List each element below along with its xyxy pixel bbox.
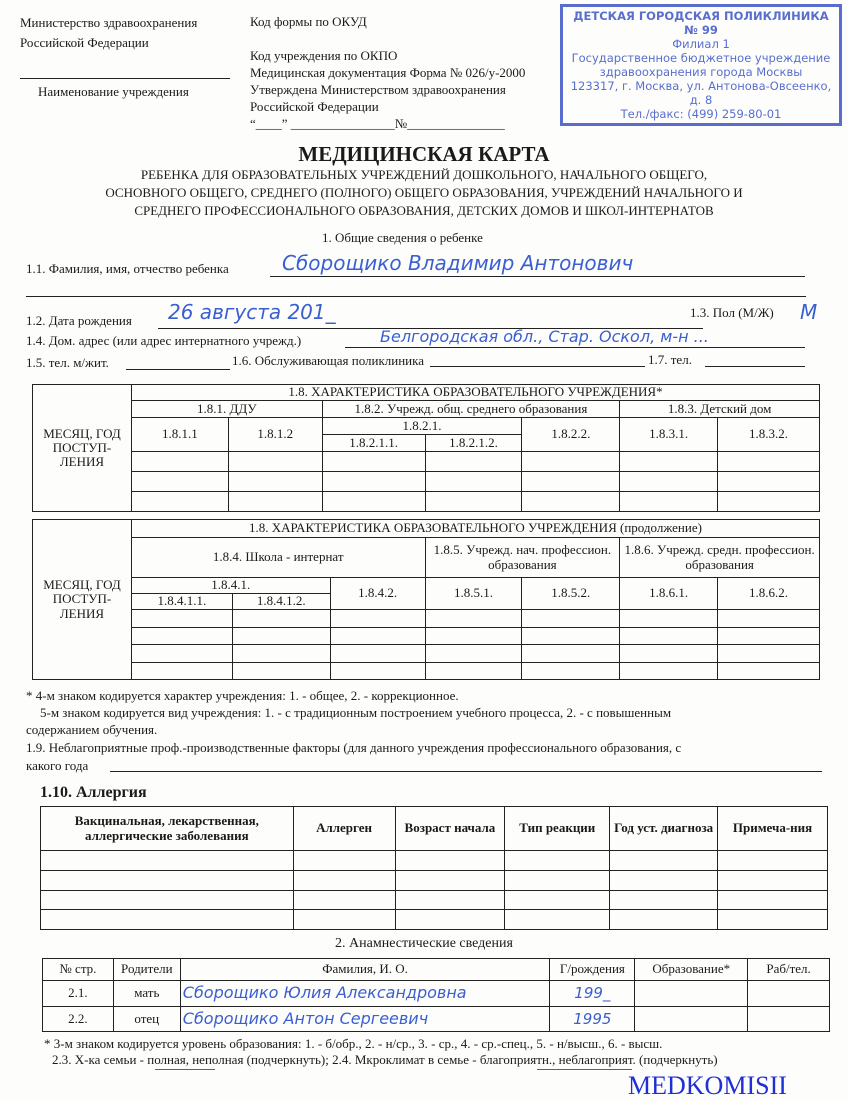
birth-year[interactable]: 199_ <box>574 984 611 1002</box>
table-header: 1.8. ХАРАКТЕРИСТИКА ОБРАЗОВАТЕЛЬНОГО УЧР… <box>130 384 821 401</box>
fio-label: 1.1. Фамилия, имя, отчество ребенка <box>26 261 229 276</box>
col-header: 1.8.2.1. <box>321 417 523 435</box>
page-title: МЕДИЦИНСКАЯ КАРТА <box>298 142 550 166</box>
birth-year[interactable]: 1995 <box>573 1009 612 1028</box>
table-row: 2.1. мать Сборощико Юлия Александровна 199_ <box>42 980 830 1007</box>
col-header: Тип реакции <box>504 806 611 851</box>
col-header: 1.8.4.1.2. <box>231 593 331 610</box>
address-label: 1.4. Дом. адрес (или адрес интернатного … <box>26 333 302 348</box>
okud-label: Код формы по ОКУД <box>250 14 367 29</box>
col-header: Аллерген <box>292 806 396 851</box>
subtitle-line: РЕБЕНКА ДЛЯ ОБРАЗОВАТЕЛЬНЫХ УЧРЕЖДЕНИЙ Д… <box>140 167 708 182</box>
col-header: 1.8.2.1.1. <box>321 434 426 452</box>
approved-label: Утверждена Министерством здравоохранения <box>250 82 506 97</box>
education-institution-table-continued: МЕСЯЦ, ГОД ПОСТУП-ЛЕНИЯ 1.8. ХАРАКТЕРИСТИ… <box>32 519 821 680</box>
parent: мать <box>112 980 181 1007</box>
col-header: 1.8.6.2. <box>717 577 820 610</box>
col-header: Вакцинальная, лекарственная, аллергическ… <box>40 806 294 851</box>
col-header: 1.8.4.2. <box>329 577 426 610</box>
allergy-title: 1.10. Аллергия <box>40 784 147 801</box>
address-value[interactable]: Белгородская обл., Стар. Оскол, м-н ... <box>380 327 709 346</box>
col-header: 1.8.2.2. <box>521 417 621 452</box>
col-header: Год уст. диагноза <box>609 806 719 851</box>
ministry-label-2: Российской Федерации <box>20 35 149 50</box>
dob-label: 1.2. Дата рождения <box>26 313 132 328</box>
table-header: 1.8. ХАРАКТЕРИСТИКА ОБРАЗОВАТЕЛЬНОГО УЧР… <box>130 519 821 538</box>
approved-label-2: Российской Федерации <box>250 99 379 114</box>
factors-year-label: какого года <box>26 758 89 773</box>
subtitle-line: СРЕДНЕГО ПРОФЕССИОНАЛЬНОГО ОБРАЗОВАНИЯ, … <box>134 203 714 218</box>
col-group: 1.8.2. Учрежд. общ. среднего образования <box>321 400 621 418</box>
col-header: Примеча-ния <box>717 806 828 851</box>
col-header: 1.8.1.1 <box>130 417 229 452</box>
col-header: 1.8.5.1. <box>424 577 523 610</box>
anamnesis-table: № стр. Родители Фамилия, И. О. Г/рождения Об… <box>42 958 830 1032</box>
stamp-line: ДЕТСКАЯ ГОРОДСКАЯ ПОЛИКЛИНИКА № 99 <box>573 9 829 37</box>
col-header: 1.8.2.1.2. <box>424 434 523 452</box>
col-header: 1.8.4.1.1. <box>130 593 233 610</box>
factors-label: 1.9. Неблагоприятные проф.-производствен… <box>26 740 682 755</box>
stamp-line: Государственное бюджетное учреждение <box>571 51 831 65</box>
col-header: Г/рождения <box>549 958 636 981</box>
institution-label: Наименование учреждения <box>38 84 189 99</box>
parent: отец <box>112 1005 181 1032</box>
col-header: Раб/тел. <box>747 958 830 981</box>
col-group: 1.8.6. Учрежд. средн. профессион. образо… <box>619 537 820 578</box>
col-header: Фамилия, И. О. <box>179 958 551 981</box>
family-info: 2.3. Х-ка семьи - полная, неполная (подч… <box>52 1052 718 1067</box>
row-number: 2.1. <box>42 980 114 1007</box>
clinic-label: 1.6. Обслуживающая поликлиника <box>232 353 425 368</box>
stamp-line: Филиал 1 <box>672 37 730 51</box>
home-phone-label: 1.5. тел. м/жит. <box>26 355 109 370</box>
parent-name[interactable]: Сборощико Антон Сергеевич <box>182 1008 429 1028</box>
tel-label: 1.7. тел. <box>648 352 692 367</box>
side-header: МЕСЯЦ, ГОД ПОСТУП-ЛЕНИЯ <box>32 384 132 512</box>
col-header: 1.8.3.1. <box>619 417 719 452</box>
form-number: Медицинская документация Форма № 026/у-2… <box>250 65 526 80</box>
footnote: содержанием обучения. <box>26 722 158 737</box>
col-group: 1.8.1. ДДУ <box>130 400 323 418</box>
section-2-title: 2. Анамнестические сведения <box>335 936 513 951</box>
col-group: 1.8.4. Школа - интернат <box>130 537 426 578</box>
fio-value[interactable]: Сборощико Владимир Антонович <box>282 251 634 275</box>
col-header: Родители <box>112 958 181 981</box>
education-footnote: * 3-м знаком кодируется уровень образова… <box>44 1036 663 1051</box>
date-number-field: “____” ________________№_______________ <box>250 116 505 131</box>
col-header: Возраст начала <box>394 806 506 851</box>
col-header: Образование* <box>634 958 749 981</box>
col-header: 1.8.6.1. <box>619 577 719 610</box>
col-header: 1.8.1.2 <box>227 417 323 452</box>
ministry-label: Министерство здравоохранения <box>20 15 198 30</box>
institution-stamp: ДЕТСКАЯ ГОРОДСКАЯ ПОЛИКЛИНИКА № 99 Филиа… <box>560 4 842 126</box>
stamp-line: 123317, г. Москва, ул. Антонова-Овсеенко… <box>570 79 832 107</box>
stamp-line: Тел./факс: (499) 259-80-01 <box>620 107 782 121</box>
col-header: 1.8.3.2. <box>717 417 820 452</box>
side-header: МЕСЯЦ, ГОД ПОСТУП-ЛЕНИЯ <box>32 519 132 680</box>
okpo-label: Код учреждения по ОКПО <box>250 48 398 63</box>
footnote: 5-м знаком кодируется вид учреждения: 1.… <box>40 705 672 720</box>
table-row: 2.2. отец Сборощико Антон Сергеевич 1995 <box>42 1005 830 1032</box>
dob-value[interactable]: 26 августа 201_ <box>168 300 336 324</box>
parent-name[interactable]: Сборощико Юлия Александровна <box>182 983 467 1003</box>
watermark-logo: MEDKOMISII <box>628 1071 787 1100</box>
sex-value[interactable]: М <box>800 300 818 324</box>
allergy-table: Вакцинальная, лекарственная, аллергическ… <box>40 806 828 930</box>
col-header: 1.8.4.1. <box>130 577 331 594</box>
col-header: № стр. <box>42 958 114 981</box>
subtitle-line: ОСНОВНОГО ОБЩЕГО, СРЕДНЕГО (ПОЛНОГО) ОБЩ… <box>105 185 743 200</box>
stamp-line: здравоохранения города Москвы <box>599 65 803 79</box>
col-header: 1.8.5.2. <box>521 577 621 610</box>
education-institution-table: МЕСЯЦ, ГОД ПОСТУП-ЛЕНИЯ 1.8. ХАРАКТЕРИСТИ… <box>32 384 821 512</box>
section-1-title: 1. Общие сведения о ребенке <box>322 230 483 245</box>
row-number: 2.2. <box>42 1005 114 1032</box>
sex-label: 1.3. Пол (М/Ж) <box>690 305 774 320</box>
col-group: 1.8.5. Учрежд. нач. профессион. образова… <box>424 537 621 578</box>
col-group: 1.8.3. Детский дом <box>619 400 820 418</box>
footnote: * 4-м знаком кодируется характер учрежде… <box>26 688 459 703</box>
